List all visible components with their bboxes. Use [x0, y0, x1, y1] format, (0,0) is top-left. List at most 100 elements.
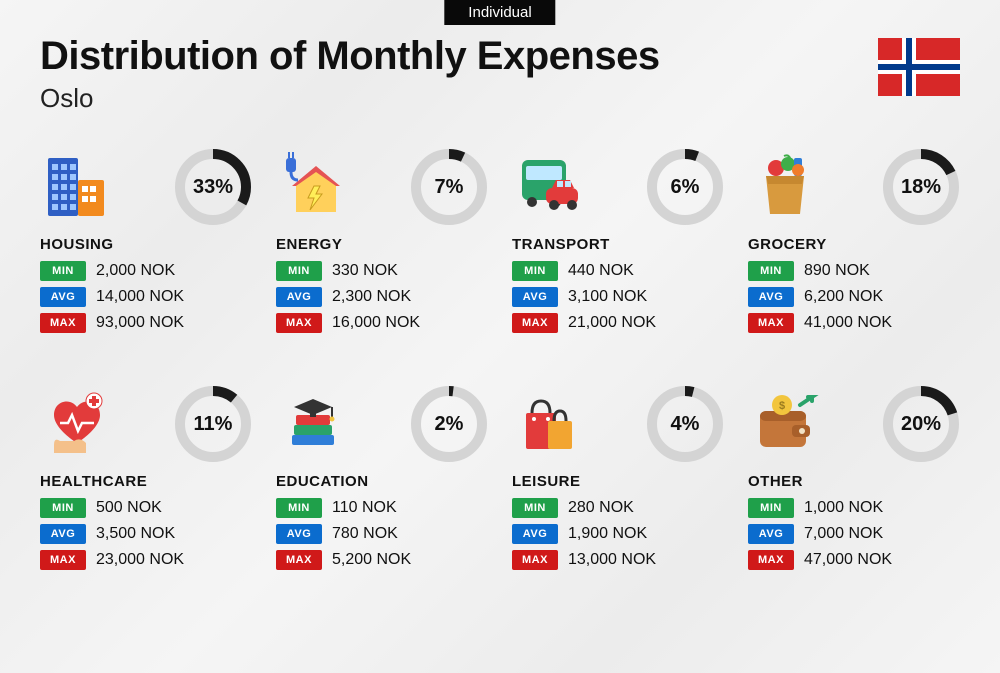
- category-card: 18% GROCERY MIN 890 NOK AVG 6,200 NOK MA…: [748, 148, 960, 339]
- transport-icon: [512, 150, 586, 224]
- healthcare-icon: [40, 387, 114, 461]
- min-value: 2,000 NOK: [96, 262, 175, 280]
- category-name: GROCERY: [748, 236, 960, 253]
- city-subtitle: Oslo: [40, 83, 960, 114]
- stat-avg: AVG 3,100 NOK: [512, 287, 724, 307]
- housing-icon: [40, 150, 114, 224]
- category-name: LEISURE: [512, 473, 724, 490]
- avg-value: 780 NOK: [332, 525, 398, 543]
- avg-value: 2,300 NOK: [332, 288, 411, 306]
- max-badge: MAX: [748, 313, 794, 333]
- stat-avg: AVG 1,900 NOK: [512, 524, 724, 544]
- min-value: 890 NOK: [804, 262, 870, 280]
- percent-donut: 11%: [174, 385, 252, 463]
- min-value: 440 NOK: [568, 262, 634, 280]
- percent-label: 6%: [646, 148, 724, 226]
- min-badge: MIN: [512, 261, 558, 281]
- max-badge: MAX: [40, 550, 86, 570]
- stat-min: MIN 890 NOK: [748, 261, 960, 281]
- stat-min: MIN 110 NOK: [276, 498, 488, 518]
- avg-value: 1,900 NOK: [568, 525, 647, 543]
- stat-max: MAX 41,000 NOK: [748, 313, 960, 333]
- avg-badge: AVG: [40, 287, 86, 307]
- avg-badge: AVG: [276, 287, 322, 307]
- stat-avg: AVG 6,200 NOK: [748, 287, 960, 307]
- page-title: Distribution of Monthly Expenses: [40, 34, 960, 79]
- min-badge: MIN: [276, 261, 322, 281]
- avg-value: 7,000 NOK: [804, 525, 883, 543]
- max-value: 93,000 NOK: [96, 314, 184, 332]
- category-card: 7% ENERGY MIN 330 NOK AVG 2,300 NOK MAX …: [276, 148, 488, 339]
- stat-max: MAX 23,000 NOK: [40, 550, 252, 570]
- max-badge: MAX: [276, 550, 322, 570]
- avg-value: 6,200 NOK: [804, 288, 883, 306]
- avg-badge: AVG: [276, 524, 322, 544]
- stat-min: MIN 1,000 NOK: [748, 498, 960, 518]
- stat-max: MAX 21,000 NOK: [512, 313, 724, 333]
- min-value: 330 NOK: [332, 262, 398, 280]
- percent-donut: 18%: [882, 148, 960, 226]
- stat-min: MIN 500 NOK: [40, 498, 252, 518]
- max-value: 13,000 NOK: [568, 551, 656, 569]
- category-card: 33% HOUSING MIN 2,000 NOK AVG 14,000 NOK…: [40, 148, 252, 339]
- max-badge: MAX: [512, 550, 558, 570]
- percent-label: 20%: [882, 385, 960, 463]
- avg-badge: AVG: [512, 287, 558, 307]
- category-name: OTHER: [748, 473, 960, 490]
- min-badge: MIN: [40, 261, 86, 281]
- category-card: 6% TRANSPORT MIN 440 NOK AVG 3,100 NOK M…: [512, 148, 724, 339]
- header: Distribution of Monthly Expenses Oslo: [40, 0, 960, 114]
- avg-value: 3,500 NOK: [96, 525, 175, 543]
- norway-flag-icon: [878, 38, 960, 96]
- percent-donut: 33%: [174, 148, 252, 226]
- percent-label: 18%: [882, 148, 960, 226]
- category-name: HOUSING: [40, 236, 252, 253]
- education-icon: [276, 387, 350, 461]
- category-name: HEALTHCARE: [40, 473, 252, 490]
- stat-max: MAX 93,000 NOK: [40, 313, 252, 333]
- leisure-icon: [512, 387, 586, 461]
- max-value: 16,000 NOK: [332, 314, 420, 332]
- percent-donut: 20%: [882, 385, 960, 463]
- max-badge: MAX: [512, 313, 558, 333]
- category-name: TRANSPORT: [512, 236, 724, 253]
- avg-badge: AVG: [512, 524, 558, 544]
- min-badge: MIN: [40, 498, 86, 518]
- max-badge: MAX: [748, 550, 794, 570]
- max-value: 5,200 NOK: [332, 551, 411, 569]
- min-badge: MIN: [276, 498, 322, 518]
- stat-avg: AVG 14,000 NOK: [40, 287, 252, 307]
- other-icon: $: [748, 387, 822, 461]
- stat-min: MIN 440 NOK: [512, 261, 724, 281]
- avg-badge: AVG: [748, 524, 794, 544]
- percent-donut: 2%: [410, 385, 488, 463]
- percent-label: 7%: [410, 148, 488, 226]
- max-badge: MAX: [40, 313, 86, 333]
- min-value: 1,000 NOK: [804, 499, 883, 517]
- avg-badge: AVG: [748, 287, 794, 307]
- stat-max: MAX 5,200 NOK: [276, 550, 488, 570]
- stat-avg: AVG 2,300 NOK: [276, 287, 488, 307]
- max-value: 41,000 NOK: [804, 314, 892, 332]
- percent-donut: 6%: [646, 148, 724, 226]
- max-value: 47,000 NOK: [804, 551, 892, 569]
- percent-label: 33%: [174, 148, 252, 226]
- percent-label: 11%: [174, 385, 252, 463]
- category-name: ENERGY: [276, 236, 488, 253]
- avg-value: 14,000 NOK: [96, 288, 184, 306]
- min-badge: MIN: [512, 498, 558, 518]
- stat-min: MIN 330 NOK: [276, 261, 488, 281]
- svg-text:$: $: [779, 400, 785, 412]
- max-value: 21,000 NOK: [568, 314, 656, 332]
- stat-max: MAX 13,000 NOK: [512, 550, 724, 570]
- min-value: 280 NOK: [568, 499, 634, 517]
- avg-value: 3,100 NOK: [568, 288, 647, 306]
- avg-badge: AVG: [40, 524, 86, 544]
- category-card: 2% EDUCATION MIN 110 NOK AVG 780 NOK MAX…: [276, 385, 488, 576]
- category-card: $ 20% OTHER MIN 1,000 NOK AVG 7,000 NOK …: [748, 385, 960, 576]
- energy-icon: [276, 150, 350, 224]
- stat-max: MAX 16,000 NOK: [276, 313, 488, 333]
- percent-donut: 4%: [646, 385, 724, 463]
- percent-donut: 7%: [410, 148, 488, 226]
- max-value: 23,000 NOK: [96, 551, 184, 569]
